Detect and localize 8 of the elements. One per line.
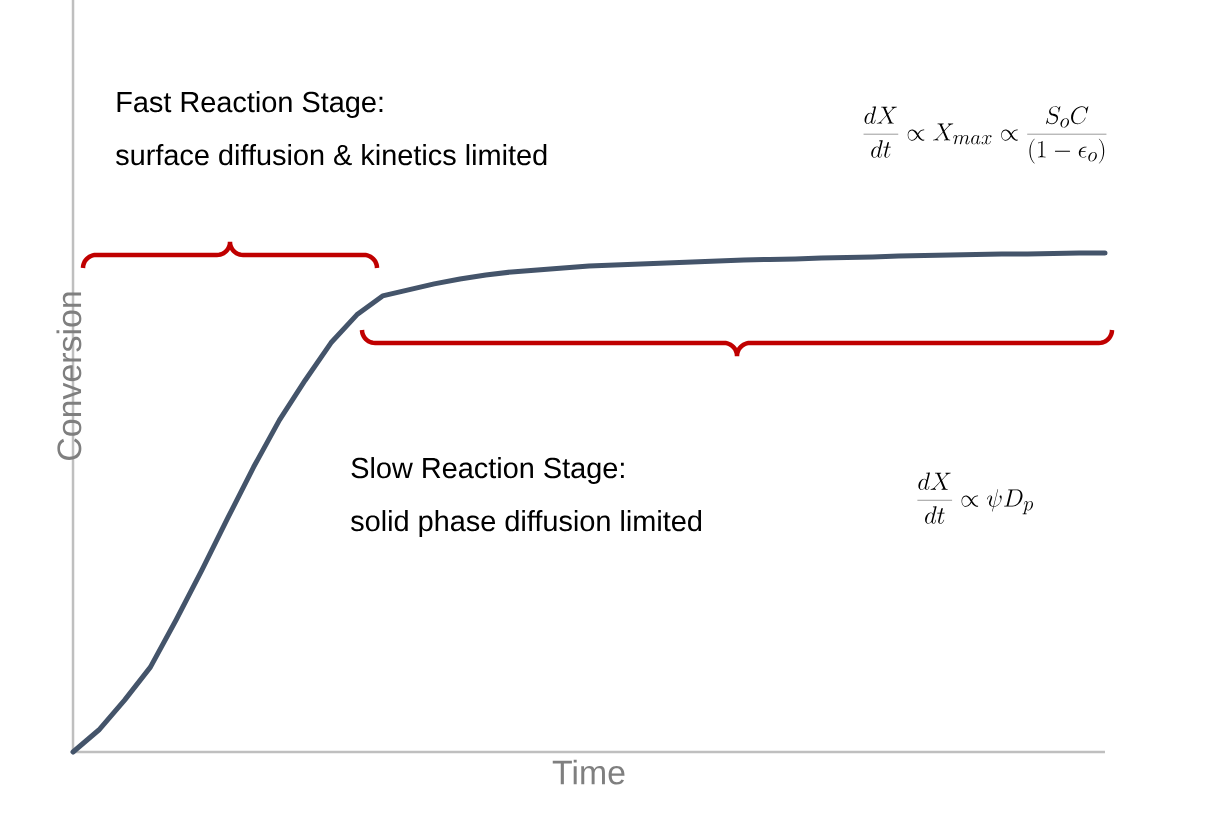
text: Fast Reaction Stage: — [117, 91, 383, 118]
annotation: solid phase diffusion limited — [351, 510, 702, 537]
annotation: Slow Reaction Stage: — [351, 457, 624, 484]
annotation: $\frac{dX}{dt} \propto \psi D_p$ — [917, 472, 1034, 524]
x-axis-title: Time — [552, 759, 625, 785]
text: $\frac{dX}{dt} \propto X_{max} \propto \frac{S_o C}{(1-\epsilon_o)}$ — [863, 106, 1107, 164]
y-axis-title: Conversion — [56, 292, 82, 460]
text: surface diffusion & kinetics limited — [116, 144, 547, 166]
